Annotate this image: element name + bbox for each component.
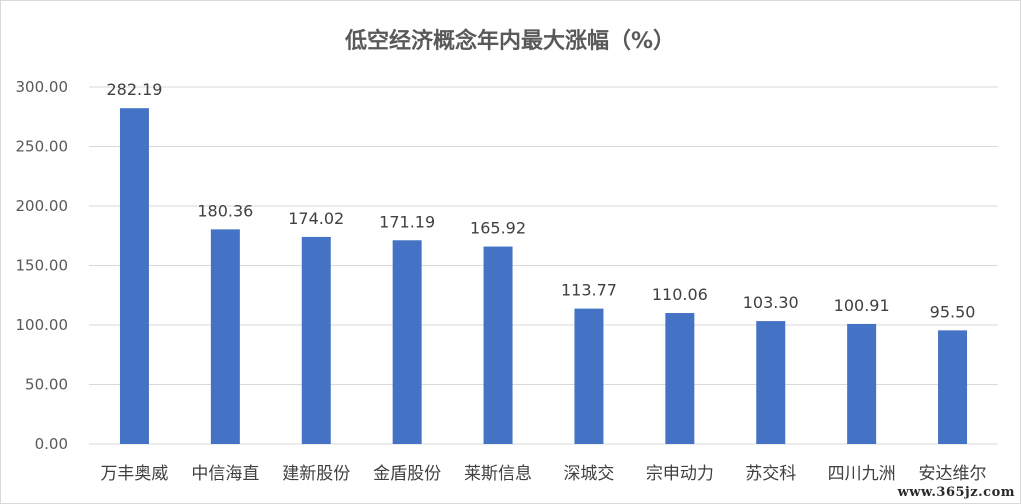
data-label: 282.19 [106, 80, 162, 99]
y-tick-label: 150.00 [16, 257, 69, 275]
data-label: 110.06 [652, 285, 708, 304]
data-label: 165.92 [470, 219, 526, 238]
data-label: 171.19 [379, 212, 435, 231]
data-label: 95.50 [930, 302, 976, 321]
watermark-text: www.365jz.com [897, 485, 1015, 500]
bar [483, 246, 513, 444]
bar [210, 229, 240, 444]
gridlines [89, 86, 998, 445]
data-label: 103.30 [743, 293, 799, 312]
y-tick-label: 50.00 [25, 376, 68, 394]
y-tick-label: 250.00 [16, 138, 69, 156]
y-tick-label: 300.00 [16, 78, 69, 96]
category-label: 金盾股份 [373, 464, 441, 484]
category-label: 四川九洲 [828, 464, 896, 484]
chart-title: 低空经济概念年内最大涨幅（%） [344, 28, 675, 54]
bar [301, 236, 331, 444]
bar [847, 323, 877, 444]
data-label: 174.02 [288, 209, 344, 228]
category-label: 安达维尔 [919, 464, 987, 484]
bar [119, 108, 149, 444]
data-label: 113.77 [561, 281, 617, 300]
category-label: 宗申动力 [646, 464, 714, 484]
category-label: 万丰奥威 [100, 464, 168, 484]
bars [119, 108, 968, 444]
category-label: 建新股份 [282, 464, 350, 484]
y-axis-ticks: 0.00 50.00 100.00 150.00 200.00 250.00 300.00 [16, 78, 69, 453]
x-axis-categories: 万丰奥威 中信海直 建新股份 金盾股份 莱斯信息 深城交 宗申动力 苏交科 四川九洲 安达维尔 [100, 464, 986, 484]
bar [665, 313, 695, 444]
data-label: 100.91 [834, 296, 890, 315]
category-label: 深城交 [563, 464, 614, 484]
bar [938, 330, 968, 444]
bar [392, 240, 422, 444]
y-tick-label: 100.00 [16, 316, 69, 334]
category-label: 中信海直 [191, 464, 259, 484]
bar [756, 321, 786, 444]
bar [574, 308, 604, 444]
y-tick-label: 0.00 [35, 435, 68, 453]
data-label: 180.36 [197, 201, 253, 220]
category-label: 莱斯信息 [464, 464, 532, 484]
data-labels: 282.19 180.36 174.02 171.19 165.92 113.77 110.… [106, 80, 975, 321]
y-tick-label: 200.00 [16, 197, 69, 215]
category-label: 苏交科 [745, 464, 796, 484]
